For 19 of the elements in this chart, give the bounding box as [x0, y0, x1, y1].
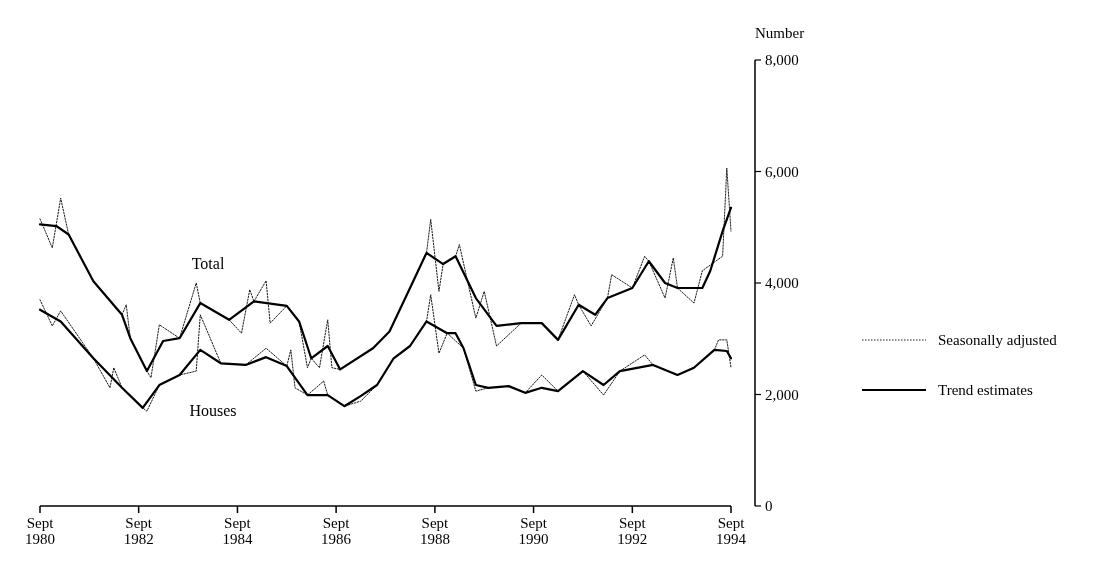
y-tick-label: 2,000	[765, 386, 799, 403]
y-axis-title: Number	[755, 25, 805, 41]
line-series	[39, 167, 732, 379]
annotation: Houses	[189, 402, 237, 419]
x-tick-label: Sept 1994	[716, 515, 747, 547]
x-tick-label: Sept 1986	[321, 515, 352, 547]
x-tick-label: Sept 1988	[419, 515, 450, 547]
x-tick-label: Sept 1992	[617, 515, 648, 547]
y-tick-label: 4,000	[765, 275, 799, 291]
x-tick-label: Sept 1990	[518, 515, 549, 547]
x-tick-label: Sept 1984	[222, 515, 253, 547]
annotation: Total	[191, 255, 225, 272]
legend-label: Trend estimates	[938, 382, 1034, 398]
y-tick-label: 6,000	[765, 163, 799, 180]
y-tick-label: 0	[765, 498, 773, 514]
y-tick-label: 8,000	[765, 52, 799, 68]
legend-label: Seasonally adjusted	[938, 332, 1058, 348]
x-tick-label: Sept 1980	[25, 515, 55, 547]
x-tick-label: Sept 1982	[123, 515, 154, 547]
